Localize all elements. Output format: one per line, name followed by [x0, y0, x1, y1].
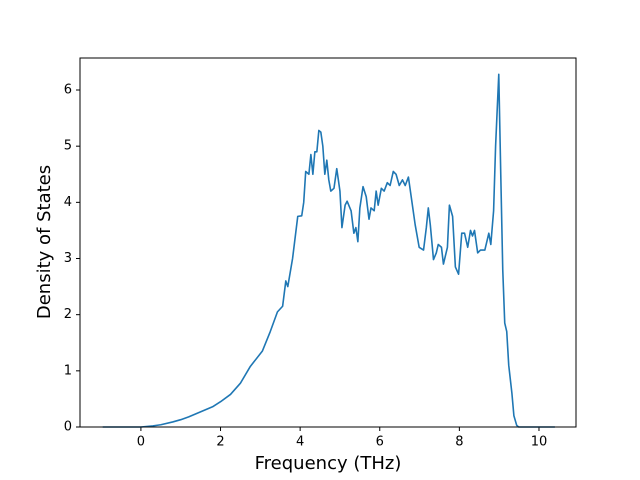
y-tick-label: 3 — [64, 251, 72, 266]
x-tick-label: 8 — [455, 435, 463, 450]
y-tick-label: 1 — [64, 363, 72, 378]
y-tick-label: 2 — [64, 307, 72, 322]
plot-frame — [79, 57, 577, 428]
y-axis-label: Density of States — [34, 165, 55, 319]
x-axis-label: Frequency (THz) — [255, 453, 402, 474]
y-tick-label: 4 — [64, 195, 72, 210]
x-tick-label: 0 — [137, 435, 145, 450]
x-tick-label: 4 — [296, 435, 304, 450]
y-tick-label: 0 — [64, 420, 72, 435]
y-tick-label: 5 — [64, 139, 72, 154]
x-tick-label: 10 — [531, 435, 548, 450]
line — [102, 73, 555, 428]
x-tick-label: 6 — [376, 435, 384, 450]
x-tick-label: 2 — [216, 435, 224, 450]
y-tick-label: 6 — [64, 83, 72, 98]
